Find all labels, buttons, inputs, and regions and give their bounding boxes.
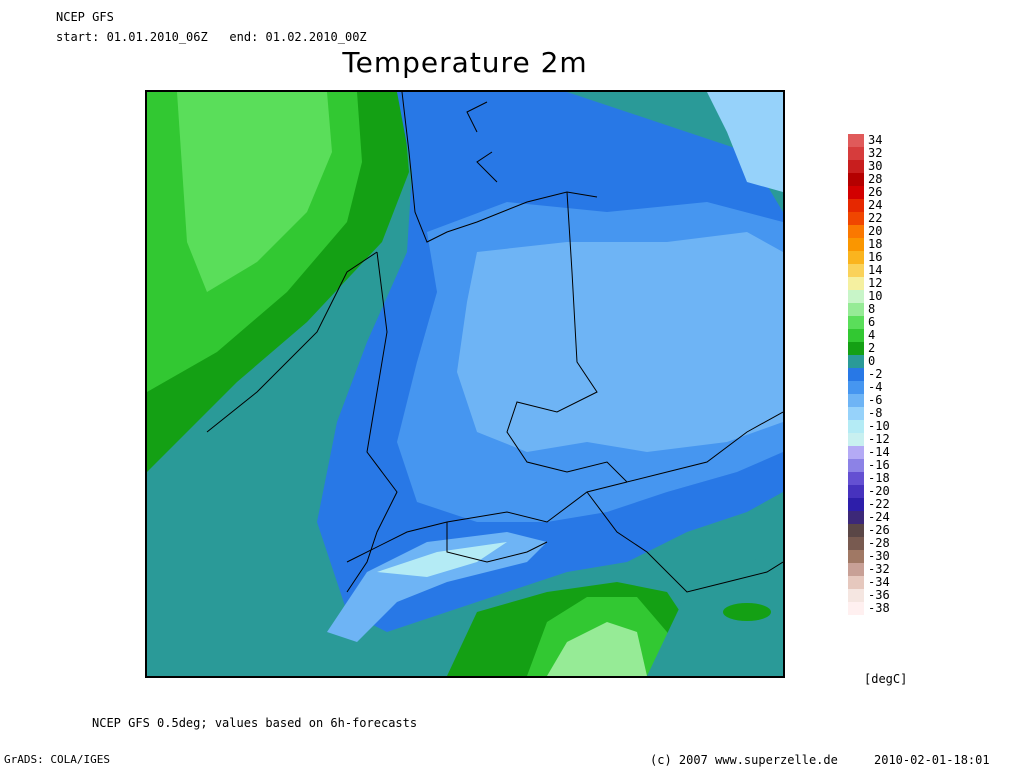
legend-label: -26	[868, 523, 890, 537]
legend-label: 14	[868, 263, 883, 277]
legend-swatch	[848, 225, 864, 238]
legend-swatch	[848, 485, 864, 498]
legend-swatch	[848, 199, 864, 212]
legend-swatch	[848, 602, 864, 615]
legend-swatch	[848, 173, 864, 186]
timestamp-text: 2010-02-01-18:01	[874, 753, 990, 767]
legend-label: 22	[868, 211, 883, 225]
field-minus-8	[707, 92, 783, 192]
legend-label: -30	[868, 549, 890, 563]
legend-swatch	[848, 342, 864, 355]
legend-label: 2	[868, 341, 876, 355]
legend-label: 34	[868, 133, 883, 147]
legend-label: 4	[868, 328, 876, 342]
legend-label: 16	[868, 250, 883, 264]
legend-swatch	[848, 550, 864, 563]
legend-swatch	[848, 576, 864, 589]
legend-label: -32	[868, 562, 890, 576]
legend-swatch	[848, 446, 864, 459]
legend-label: 30	[868, 159, 883, 173]
legend-label: -38	[868, 601, 890, 615]
footer-note: NCEP GFS 0.5deg; values based on 6h-fore…	[92, 716, 418, 730]
legend-swatch	[848, 459, 864, 472]
legend-swatch	[848, 407, 864, 420]
legend-label: 26	[868, 185, 883, 199]
field-se-0	[647, 552, 783, 676]
borders	[206, 92, 783, 593]
legend-label: -14	[868, 445, 890, 459]
legend-swatch	[848, 238, 864, 251]
field-se-green	[723, 603, 771, 621]
legend-label: -4	[868, 380, 883, 394]
legend-unit: [degC]	[864, 672, 908, 686]
legend-swatch	[848, 537, 864, 550]
legend-swatch	[848, 524, 864, 537]
legend-swatch	[848, 186, 864, 199]
legend-swatch	[848, 498, 864, 511]
legend-label: -36	[868, 588, 890, 602]
legend-swatch	[848, 420, 864, 433]
legend-label: 8	[868, 302, 876, 316]
legend-swatch	[848, 381, 864, 394]
legend-swatch	[848, 303, 864, 316]
field-alps-10	[377, 542, 507, 577]
legend-label: -6	[868, 393, 883, 407]
legend-swatch	[848, 589, 864, 602]
legend-label: 12	[868, 276, 883, 290]
map-title: Temperature 2m	[342, 46, 588, 79]
legend-label: -12	[868, 432, 890, 446]
legend-swatch	[848, 251, 864, 264]
legend-swatch	[848, 563, 864, 576]
legend-swatch	[848, 147, 864, 160]
copyright-text: (c) 2007 www.superzelle.de	[650, 753, 838, 767]
legend-swatch	[848, 355, 864, 368]
legend-label: 24	[868, 198, 883, 212]
legend-label: 32	[868, 146, 883, 160]
legend-swatch	[848, 160, 864, 173]
legend-label: -16	[868, 458, 890, 472]
legend-label: 10	[868, 289, 883, 303]
map-field	[147, 92, 783, 676]
field-adriatic-8	[547, 622, 647, 676]
legend-swatch	[848, 368, 864, 381]
legend-swatch	[848, 264, 864, 277]
legend-label: 18	[868, 237, 883, 251]
legend-label: -20	[868, 484, 890, 498]
legend-label: 0	[868, 354, 876, 368]
legend-swatch	[848, 316, 864, 329]
legend-swatch	[848, 394, 864, 407]
legend-label: 20	[868, 224, 883, 238]
legend-label: -28	[868, 536, 890, 550]
legend-label: -24	[868, 510, 890, 524]
model-label: NCEP GFS	[56, 10, 114, 24]
temperature-map	[145, 90, 785, 678]
software-credit: GrADS: COLA/IGES	[4, 753, 110, 766]
legend-swatch	[848, 511, 864, 524]
field-alps-6	[327, 532, 547, 642]
legend-label: -34	[868, 575, 890, 589]
legend-label: 28	[868, 172, 883, 186]
legend-label: 6	[868, 315, 876, 329]
legend-swatch	[848, 472, 864, 485]
legend-label: -22	[868, 497, 890, 511]
legend-swatch	[848, 134, 864, 147]
legend-swatch	[848, 329, 864, 342]
legend-label: -8	[868, 406, 883, 420]
legend-label: -18	[868, 471, 890, 485]
legend-swatch	[848, 290, 864, 303]
field-minus-6	[457, 232, 783, 452]
legend-swatch	[848, 433, 864, 446]
legend-label: -10	[868, 419, 890, 433]
period-label: start: 01.01.2010_06Z end: 01.02.2010_00…	[56, 30, 367, 44]
legend-swatch	[848, 212, 864, 225]
field-6-8	[177, 92, 332, 292]
legend-swatch	[848, 277, 864, 290]
legend-label: -2	[868, 367, 883, 381]
